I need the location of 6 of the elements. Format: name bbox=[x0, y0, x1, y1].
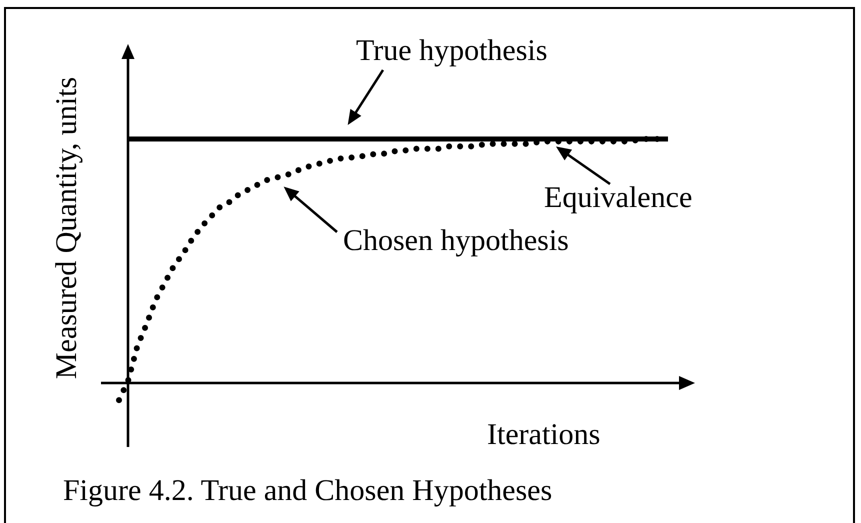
text: True hypothesis bbox=[356, 34, 548, 67]
caption: Figure 4.2. True and Chosen Hypotheses bbox=[63, 474, 552, 507]
text: Chosen hypothesis bbox=[343, 224, 569, 257]
y-axis-title: Measured Quantity, units bbox=[50, 76, 83, 380]
x-axis-title: Iterations bbox=[487, 418, 600, 451]
annotation: Equivalence bbox=[544, 181, 692, 214]
